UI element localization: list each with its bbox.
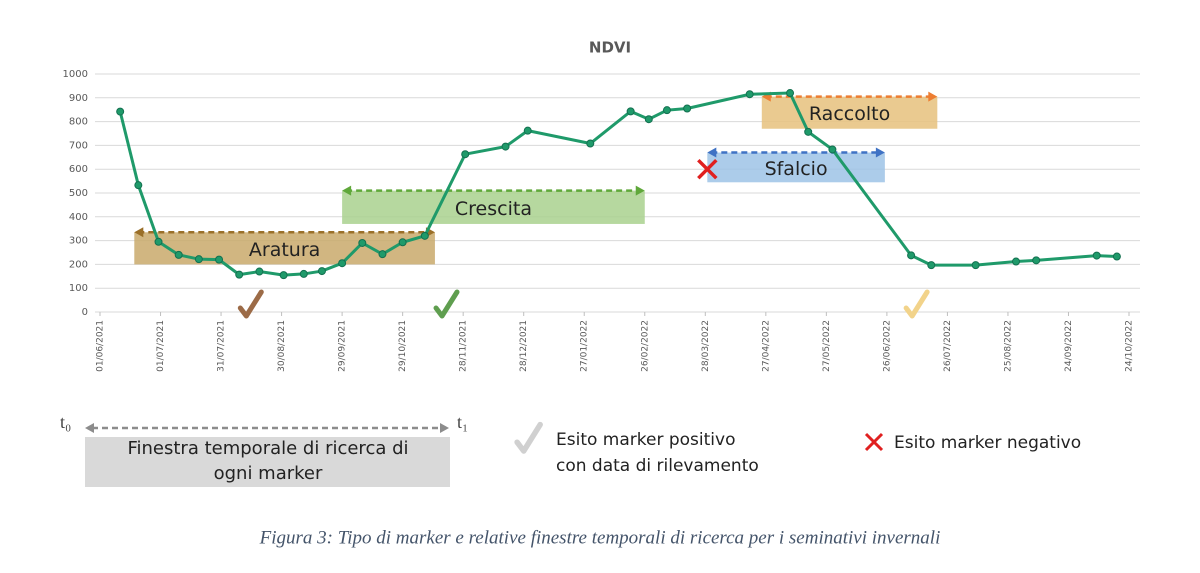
ndvi-point [235, 270, 244, 279]
ndvi-point [786, 89, 795, 98]
ndvi-point [828, 145, 837, 154]
ndvi-point [745, 90, 754, 99]
ndvi-point [501, 142, 510, 151]
x-tick-label: 26/07/2022 [943, 320, 953, 372]
annotation-label: Raccolto [809, 103, 890, 125]
y-tick-label: 500 [69, 188, 88, 199]
annotation-box [342, 190, 645, 224]
ndvi-point [683, 104, 692, 113]
ndvi-point [299, 269, 308, 278]
x-tick-label: 27/04/2022 [761, 320, 771, 372]
ndvi-point [907, 251, 916, 260]
legend-t0: t₀ [60, 412, 71, 432]
check-mark [433, 289, 460, 319]
x-tick-label: 26/06/2022 [882, 320, 892, 372]
ndvi-point [523, 126, 532, 135]
legend-cross [864, 432, 884, 452]
arrow-head [134, 227, 144, 238]
x-tick-label: 26/02/2022 [640, 320, 650, 372]
x-tick-label: 29/09/2021 [338, 320, 348, 372]
ndvi-point [1012, 257, 1021, 266]
legend-t1: t₁ [457, 412, 468, 432]
y-tick-label: 1000 [63, 69, 88, 80]
ndvi-point [134, 181, 143, 190]
positive-label: Esito marker positivo [556, 430, 735, 450]
ndvi-point [378, 250, 387, 259]
ndvi-point [420, 231, 429, 240]
ndvi-point [398, 238, 407, 247]
y-tick-label: 400 [69, 212, 88, 223]
ndvi-point [358, 238, 367, 247]
arrow-head [875, 147, 885, 158]
window-label: ogni marker [214, 463, 323, 484]
positive-label: con data di rilevamento [556, 456, 759, 476]
ndvi-point [644, 115, 653, 124]
ndvi-point [116, 107, 125, 116]
check-mark [237, 289, 264, 319]
window-label: Finestra temporale di ricerca di [127, 438, 408, 459]
arrow-head [707, 147, 717, 158]
y-tick-label: 700 [69, 140, 88, 151]
annotation-box [761, 96, 938, 129]
x-tick-label: 28/11/2021 [459, 320, 469, 372]
caption: Figura 3: Tipo di marker e relative fine… [259, 527, 941, 548]
x-tick-label: 30/08/2021 [277, 320, 287, 372]
annotation-box [707, 152, 885, 183]
x-tick-label: 31/07/2021 [217, 320, 227, 372]
y-tick-label: 0 [82, 307, 88, 318]
ndvi-point [174, 250, 183, 259]
y-tick-label: 600 [69, 164, 88, 175]
arrow-head [85, 423, 94, 433]
ndvi-point [626, 107, 635, 116]
ndvi-point [338, 259, 347, 268]
negative-label: Esito marker negativo [894, 433, 1081, 453]
ndvi-point [255, 267, 264, 276]
y-tick-label: 800 [69, 117, 88, 128]
x-tick-label: 28/12/2021 [519, 320, 529, 372]
ndvi-point [461, 150, 470, 159]
annotation-label: Sfalcio [765, 158, 828, 180]
annotation-box [134, 232, 435, 265]
x-tick-label: 27/01/2022 [580, 320, 590, 372]
ndvi-point [927, 261, 936, 270]
y-tick-label: 900 [69, 93, 88, 104]
x-tick-label: 28/03/2022 [701, 320, 711, 372]
ndvi-point [1032, 256, 1041, 265]
y-tick-label: 200 [69, 259, 88, 270]
y-tick-label: 300 [69, 236, 88, 247]
ndvi-point [215, 255, 224, 264]
x-tick-label: 24/09/2022 [1064, 320, 1074, 372]
ndvi-point [662, 106, 671, 115]
check-mark [903, 289, 930, 319]
check-mark [514, 421, 543, 454]
annotation-label: Aratura [249, 239, 320, 261]
annotation-label: Crescita [455, 198, 532, 220]
arrow-head [928, 91, 938, 102]
x-tick-label: 29/10/2021 [398, 320, 408, 372]
ndvi-point [971, 261, 980, 270]
x-tick-label: 27/05/2022 [822, 320, 832, 372]
ndvi-point [154, 237, 163, 246]
ndvi-point [804, 127, 813, 136]
ndvi-point [1092, 251, 1101, 260]
chart-title: NDVI [589, 39, 631, 57]
ndvi-point [317, 267, 326, 276]
ndvi-point [194, 255, 203, 264]
ndvi-point [1112, 252, 1121, 261]
ndvi-point [586, 139, 595, 148]
window-box [85, 437, 450, 487]
x-tick-label: 01/06/2021 [96, 320, 106, 372]
x-tick-label: 24/10/2022 [1125, 320, 1135, 372]
y-tick-label: 100 [69, 283, 88, 294]
arrow-head [635, 185, 645, 196]
arrow-head [342, 185, 352, 196]
x-tick-label: 25/08/2022 [1003, 320, 1013, 372]
ndvi-point [279, 271, 288, 280]
arrow-head [440, 423, 449, 433]
x-tick-label: 01/07/2021 [156, 320, 166, 372]
cross-mark [697, 158, 718, 180]
